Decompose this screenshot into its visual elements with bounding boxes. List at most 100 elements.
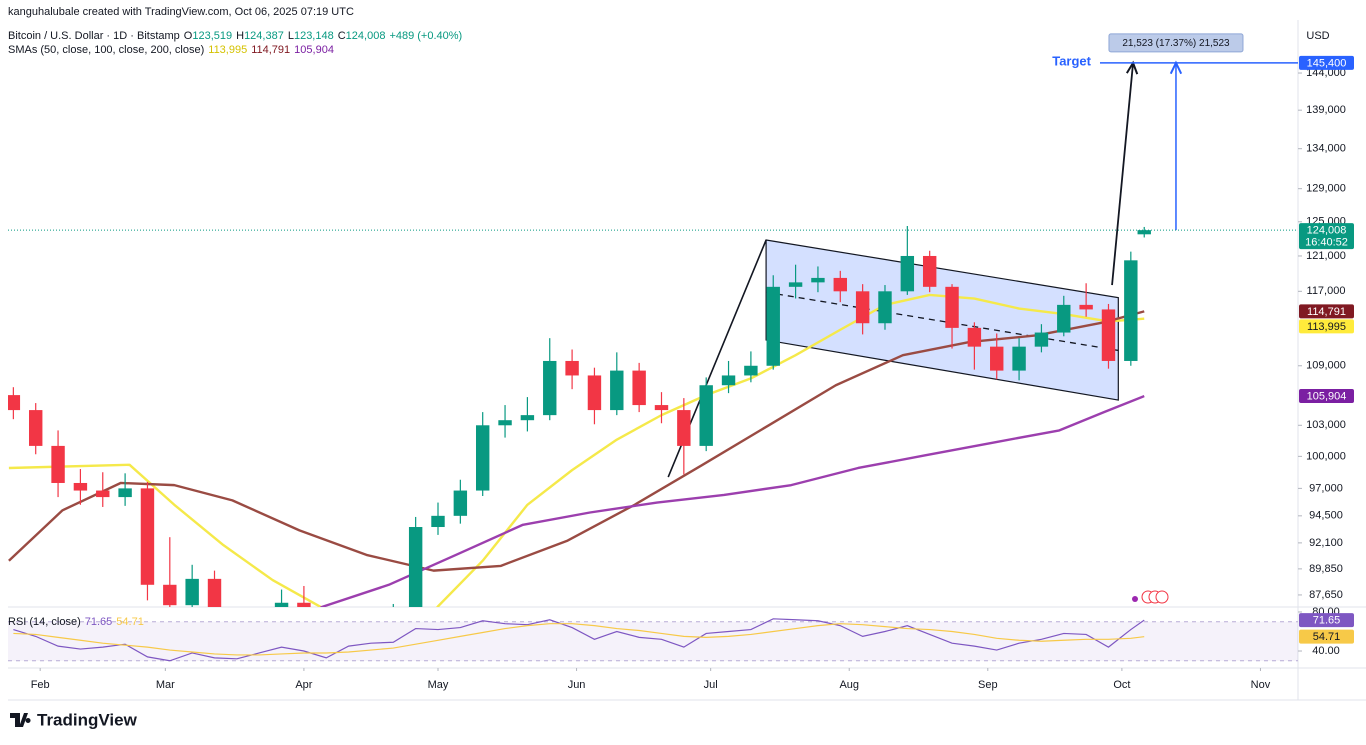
- candle-body: [140, 488, 155, 585]
- ohlc-key: L: [287, 30, 294, 42]
- candle-body: [453, 490, 468, 516]
- main-pane: [8, 60, 1298, 607]
- y-tick-label: 144,000: [1306, 67, 1346, 79]
- price-tag: [1299, 613, 1354, 628]
- x-tick-label: Mar: [156, 679, 175, 691]
- y-tick-label: 134,000: [1306, 143, 1346, 155]
- candle-body: [811, 277, 825, 283]
- sma-line: [8, 293, 1145, 607]
- candle-body: [297, 602, 311, 607]
- ohlc-value: 123,519: [192, 30, 233, 42]
- indicator-legend: SMAs (50, close, 100, close, 200, close)…: [8, 44, 338, 56]
- candle-body: [721, 375, 736, 386]
- measure-label: 21,523 (17.37%) 21,523: [1122, 38, 1230, 49]
- candle-body: [1101, 309, 1116, 361]
- candle-body: [990, 346, 1004, 371]
- y-tick-label: 100,000: [1306, 450, 1346, 462]
- candle-body: [677, 410, 691, 446]
- ohlc-value: 123,148: [293, 30, 334, 42]
- candle-body: [878, 291, 892, 324]
- y-tick-label: 97,000: [1309, 482, 1343, 494]
- axes: 144,000139,000134,000129,000125,000121,0…: [31, 55, 1354, 691]
- candle-body: [632, 370, 646, 406]
- rsi-pane: [8, 618, 1298, 662]
- candle-body: [163, 584, 177, 606]
- price-tag-label: 54.71: [1313, 631, 1341, 643]
- x-tick-label: Oct: [1113, 679, 1130, 691]
- candle-body: [8, 395, 21, 411]
- y-tick-label: 40.00: [1312, 645, 1340, 657]
- change: +489 (+0.40%): [389, 30, 463, 42]
- candle-body: [1012, 346, 1026, 371]
- sma-value: 105,904: [294, 44, 334, 56]
- candle-body: [967, 327, 982, 347]
- price-tag: [1299, 389, 1354, 404]
- candle-body: [610, 370, 624, 411]
- rsi-value: 71.65: [84, 616, 113, 628]
- candle-body: [73, 482, 88, 491]
- channel: [765, 239, 1119, 401]
- price-tag-label: 114,791: [1307, 306, 1346, 318]
- candle-body: [744, 365, 758, 376]
- candle-body: [1079, 304, 1093, 310]
- candle-body: [587, 375, 602, 411]
- candle-body: [51, 445, 65, 483]
- candle-body: [699, 385, 713, 446]
- candle-body: [274, 602, 289, 607]
- ohlc-value: 124,387: [244, 30, 284, 42]
- price-tag: [1299, 629, 1354, 644]
- candle-body: [833, 277, 847, 292]
- measure-box: [1108, 33, 1244, 53]
- logo-icon: [10, 713, 31, 727]
- price-tag-label: 113,995: [1307, 321, 1346, 333]
- candle-body: [766, 286, 780, 366]
- price-tag: [1299, 55, 1354, 70]
- x-tick-label: May: [428, 679, 449, 691]
- candle-body: [945, 286, 959, 328]
- candle-body: [543, 360, 557, 416]
- rsi-value: 54.71: [116, 616, 144, 628]
- rsi-line: [13, 623, 1145, 656]
- y-tick-label: 109,000: [1306, 360, 1346, 372]
- price-tag: [1299, 304, 1354, 319]
- candle-body: [1124, 260, 1138, 361]
- y-tick-label: 103,000: [1306, 419, 1346, 431]
- candle-body: [565, 360, 579, 376]
- brand-name: TradingView: [37, 710, 138, 729]
- ohlc-value: 124,008: [345, 30, 386, 42]
- x-tick-label: Nov: [1251, 679, 1271, 691]
- y-tick-label: 94,500: [1309, 510, 1343, 522]
- x-tick-label: Jul: [704, 679, 718, 691]
- channel-midline: [765, 291, 1119, 352]
- rsi-line: [13, 618, 1145, 662]
- price-tag-label: 71.65: [1313, 615, 1341, 627]
- target-label: Target: [1052, 53, 1091, 68]
- event-icon: [1132, 596, 1138, 602]
- candle-body: [900, 255, 915, 292]
- symbol-legend: Bitcoin / U.S. Dollar · 1D · Bitstamp O12…: [8, 30, 466, 42]
- candle-body: [498, 420, 512, 426]
- y-tick-label: 89,850: [1309, 563, 1343, 575]
- candle-body: [118, 488, 132, 498]
- ohlc-key: H: [236, 30, 245, 42]
- event-icons: [1132, 590, 1169, 604]
- y-tick-label: 117,000: [1307, 285, 1346, 297]
- x-tick-label: Jun: [568, 679, 586, 691]
- price-tag: [1299, 319, 1354, 334]
- candle-body: [788, 282, 803, 287]
- price-tag-label: 145,400: [1307, 57, 1347, 69]
- symbol-title: Bitcoin / U.S. Dollar · 1D · Bitstamp: [8, 30, 180, 42]
- indicator-title: SMAs (50, close, 100, close, 200, close): [8, 44, 205, 56]
- y-tick-label: 92,100: [1309, 537, 1343, 549]
- price-tag-label: 105,904: [1307, 390, 1347, 402]
- sma-value: 114,791: [251, 44, 291, 56]
- candle-body: [96, 490, 110, 498]
- price-tag-label: 124,008: [1307, 225, 1347, 237]
- attribution-text: kanguhalubale created with TradingView.c…: [8, 6, 354, 18]
- candle-body: [1034, 332, 1049, 347]
- candle-body: [475, 425, 490, 491]
- candle-body: [29, 410, 43, 446]
- currency: USD: [1306, 30, 1329, 42]
